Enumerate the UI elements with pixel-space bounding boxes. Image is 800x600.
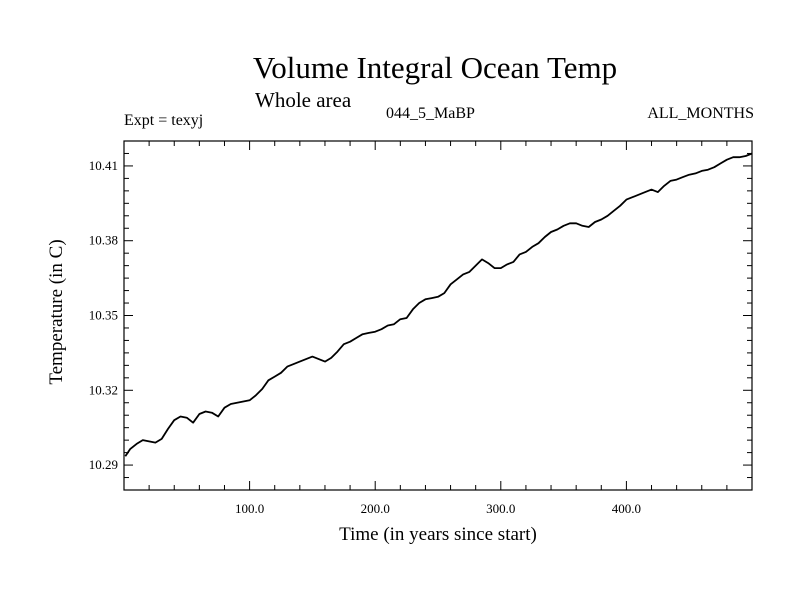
chart-subtitle: Whole area (255, 88, 352, 112)
series-line (124, 152, 753, 457)
y-tick-label: 10.41 (89, 158, 118, 173)
x-tick-label: 300.0 (486, 501, 515, 516)
y-tick-label: 10.29 (89, 457, 118, 472)
y-tick-label: 10.35 (89, 308, 118, 323)
y-tick-label: 10.38 (89, 233, 118, 248)
y-tick-label: 10.32 (89, 382, 118, 397)
x-tick-label: 100.0 (235, 501, 264, 516)
x-tick-label: 200.0 (361, 501, 390, 516)
x-axis-label: Time (in years since start) (339, 524, 537, 545)
run-label: 044_5_MaBP (386, 105, 475, 122)
tick-labels: 100.0 200.0 300.0 400.0 10.29 10.32 10.35 10.38… (89, 158, 641, 516)
x-tick-label: 400.0 (612, 501, 641, 516)
experiment-label: Expt = texyj (124, 112, 204, 129)
plot-frame (123, 140, 753, 491)
axis-ticks (124, 141, 752, 490)
y-axis-label: Temperature (in C) (46, 239, 67, 384)
months-label: ALL_MONTHS (647, 105, 754, 122)
chart-title: Volume Integral Ocean Temp (252, 50, 618, 85)
